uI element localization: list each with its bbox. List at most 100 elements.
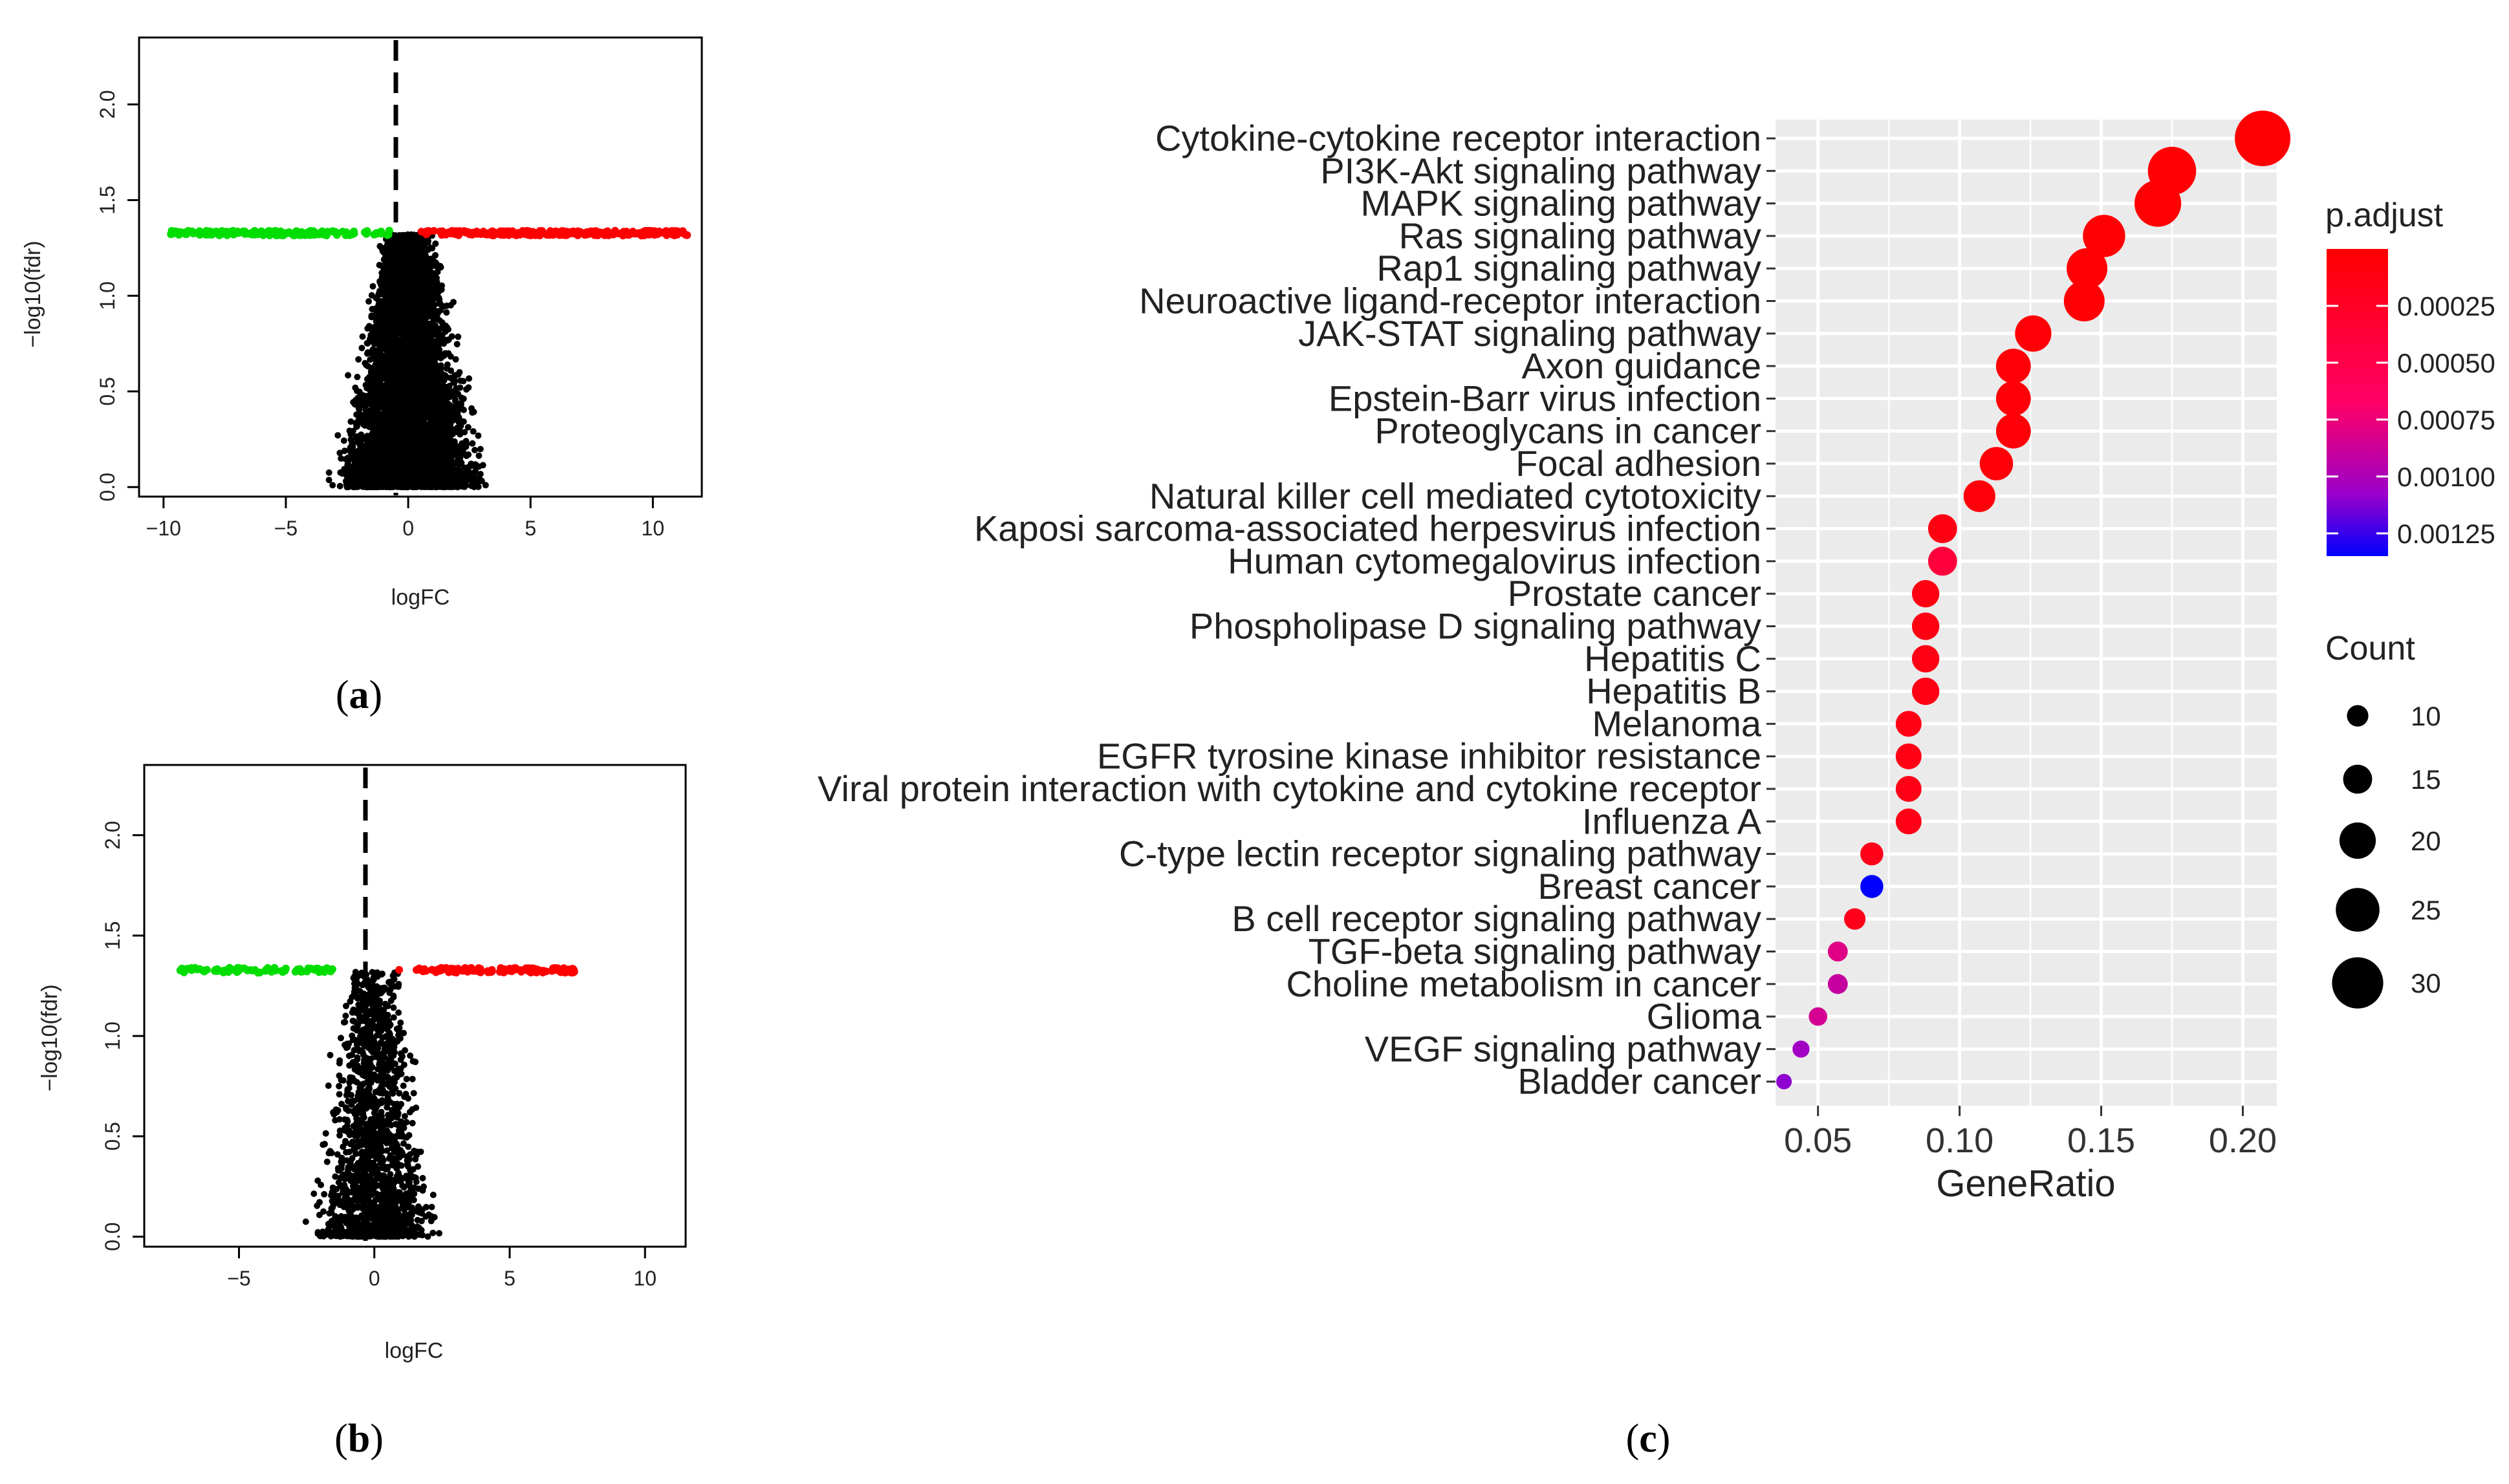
volcano-a-point-ns	[433, 274, 440, 281]
volcano-a-point-ns	[379, 248, 386, 255]
volcano-a-point-ns	[329, 482, 336, 489]
volcano-a-point-ns	[365, 382, 372, 389]
volcano-a-point-ns	[360, 420, 367, 427]
volcano-a-point-ns	[416, 325, 423, 332]
volcano-a-point-ns	[466, 375, 473, 382]
volcano-a-point-ns	[386, 407, 393, 414]
volcano-a-point-ns	[351, 460, 358, 467]
volcano-a-point-ns	[443, 302, 450, 309]
volcano-a-point-ns	[411, 398, 418, 405]
volcano-a-point-ns	[347, 444, 354, 451]
volcano-a-point-ns	[367, 356, 374, 363]
volcano-a-point-ns	[478, 477, 485, 484]
volcano-a-point-ns	[371, 478, 378, 485]
volcano-a-point-ns	[472, 468, 479, 475]
volcano-a-point-ns	[475, 463, 483, 470]
volcano-a-point-ns	[444, 471, 451, 478]
volcano-a-point-ns	[355, 416, 362, 424]
volcano-a-point-ns	[354, 374, 361, 380]
volcano-a-point-ns	[366, 465, 373, 472]
volcano-a-point-ns	[376, 339, 383, 347]
volcano-a-point-ns	[345, 372, 352, 379]
volcano-a-point-ns	[455, 482, 462, 489]
volcano-a-point-ns	[388, 274, 395, 280]
volcano-a-point-ns	[374, 408, 381, 415]
volcano-a-point-ns	[475, 432, 482, 439]
volcano-a-point-ns	[434, 348, 441, 355]
volcano-a-point-ns	[460, 378, 467, 385]
volcano-a-point-ns	[370, 324, 377, 331]
volcano-a-point-ns	[436, 426, 443, 433]
volcano-a-point-ns	[409, 393, 415, 399]
volcano-a-point-ns	[428, 275, 435, 283]
volcano-a-point-ns	[453, 371, 460, 378]
volcano-a-point-ns	[424, 338, 431, 345]
volcano-a-point-ns	[424, 268, 431, 275]
volcano-a-point-ns	[376, 428, 383, 435]
volcano-a-point-ns	[429, 331, 437, 338]
volcano-a-point-ns	[325, 469, 332, 476]
volcano-a-point-ns	[372, 377, 379, 384]
volcano-a-point-ns	[465, 451, 472, 458]
volcano-a-point-ns	[415, 378, 422, 385]
volcano-a-point-ns	[418, 305, 426, 312]
volcano-a-point-ns	[441, 391, 448, 398]
volcano-a-point-ns	[432, 240, 439, 247]
volcano-a-point-ns	[369, 347, 376, 354]
volcano-a-point-ns	[455, 454, 462, 461]
volcano-a-point-ns	[451, 380, 458, 386]
volcano-a-point-ns	[451, 416, 458, 423]
volcano-a-point-ns	[369, 372, 376, 379]
volcano-a-point-ns	[433, 262, 440, 269]
volcano-a-point-ns	[482, 482, 489, 489]
volcano-a-point-ns	[380, 469, 387, 477]
volcano-a-point-ns	[439, 282, 445, 289]
volcano-a-point-ns	[364, 411, 371, 418]
volcano-a-point-ns	[421, 286, 428, 293]
volcano-a-point-ns	[385, 382, 392, 389]
volcano-a-points	[167, 226, 691, 491]
volcano-a-point-ns	[445, 403, 452, 411]
volcano-a-point-ns	[375, 471, 382, 479]
volcano-a-point-ns	[454, 424, 461, 431]
volcano-a-point-ns	[409, 438, 416, 446]
volcano-a-point-ns	[400, 415, 407, 422]
volcano-a-point-ns	[408, 471, 415, 478]
volcano-a-point-ns	[444, 361, 451, 368]
volcano-a-point-ns	[450, 479, 457, 486]
volcano-a-point-ns	[340, 437, 347, 444]
volcano-a-point-ns	[406, 368, 413, 375]
volcano-a-point-ns	[364, 350, 371, 357]
volcano-a-point-ns	[398, 452, 406, 459]
volcano-a-point-ns	[338, 455, 345, 462]
volcano-a-point-ns	[462, 482, 470, 489]
volcano-a-point-ns	[433, 281, 440, 288]
volcano-a-point-ns	[355, 356, 362, 363]
volcano-a-point-ns	[371, 330, 378, 338]
volcano-a-point-ns	[360, 402, 367, 409]
volcano-a-point-ns	[376, 324, 383, 331]
volcano-a-point-ns	[386, 268, 393, 275]
volcano-a-point-ns	[377, 376, 384, 383]
volcano-a-point-ns	[396, 459, 404, 466]
volcano-a-point-ns	[442, 425, 449, 433]
volcano-a-point-ns	[373, 388, 380, 395]
volcano-a-point-ns	[447, 374, 454, 382]
volcano-a-point-ns	[460, 406, 467, 413]
volcano-a-point-ns	[439, 447, 446, 454]
volcano-a-point-ns	[468, 405, 475, 412]
volcano-a-point-ns	[433, 439, 440, 446]
volcano-a-point-ns	[403, 275, 410, 283]
volcano-a-point-ns	[459, 473, 466, 480]
volcano-a-point-ns	[463, 441, 470, 448]
volcano-a-point-ns	[427, 303, 434, 310]
volcano-a-point-ns	[469, 480, 476, 487]
volcano-a-point-ns	[455, 333, 462, 340]
volcano-a-point-ns	[334, 432, 342, 439]
volcano-a-point-ns	[394, 291, 401, 298]
volcano-a-point-ns	[336, 449, 343, 457]
volcano-a-point-ns	[401, 406, 408, 413]
volcano-a-point-ns	[354, 423, 360, 430]
volcano-a-point-ns	[379, 319, 386, 325]
